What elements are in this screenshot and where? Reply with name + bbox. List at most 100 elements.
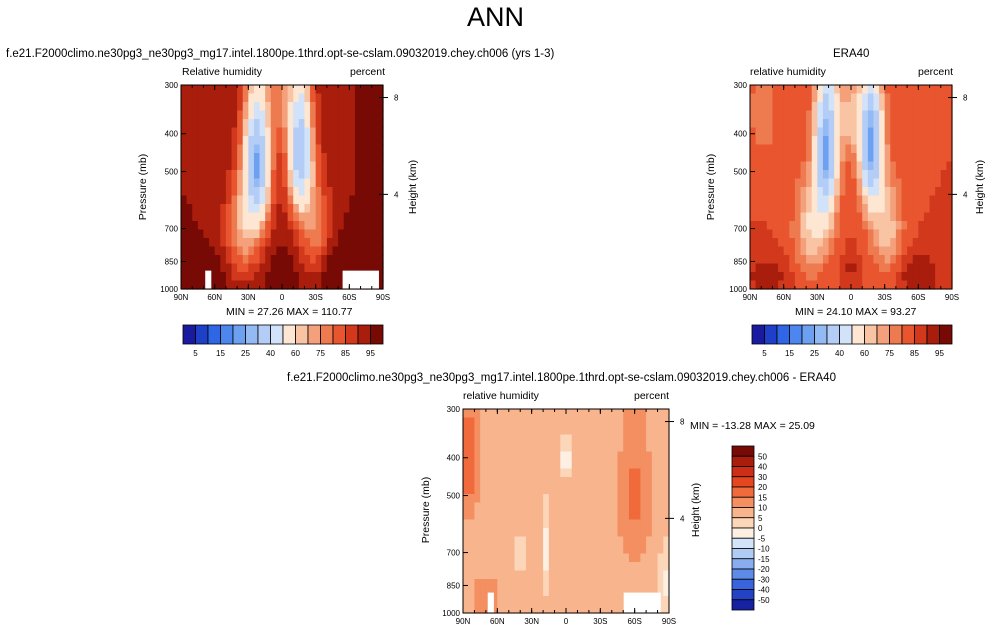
heatmap-cell xyxy=(834,229,841,239)
heatmap-cell xyxy=(839,238,846,248)
heatmap-cell xyxy=(514,409,521,419)
heatmap-cell xyxy=(485,579,493,589)
heatmap-cell xyxy=(508,604,516,614)
heatmap-cell xyxy=(772,280,779,290)
heatmap-cell xyxy=(912,136,919,146)
heatmap-cell xyxy=(766,161,774,171)
colorbar-swatch xyxy=(731,548,755,560)
heatmap-cell xyxy=(657,485,664,495)
heatmap-cell xyxy=(879,93,886,103)
heatmap-cell xyxy=(646,460,653,470)
colorbar-swatch xyxy=(295,324,309,345)
heatmap-cell xyxy=(783,195,790,205)
heatmap-cell xyxy=(946,144,953,154)
heatmap-cell xyxy=(583,570,590,580)
heatmap-cell xyxy=(895,238,903,248)
heatmap-cell xyxy=(778,187,785,197)
heatmap-cell xyxy=(525,579,533,589)
heatmap-cell xyxy=(304,161,311,171)
heatmap-cell xyxy=(514,468,521,478)
heatmap-cell xyxy=(315,153,322,163)
heatmap-cell xyxy=(468,494,476,504)
heatmap-cell xyxy=(503,511,510,521)
heatmap-cell xyxy=(811,102,818,112)
heatmap-cell xyxy=(503,562,510,572)
heatmap-cell xyxy=(491,536,498,546)
heatmap-cell xyxy=(377,212,384,222)
heatmap-cell xyxy=(617,587,624,597)
heatmap-cell xyxy=(623,519,630,529)
heatmap-cell xyxy=(304,229,311,239)
heatmap-cell xyxy=(282,238,289,248)
heatmap-cell xyxy=(537,494,544,504)
heatmap-cell xyxy=(326,187,334,197)
heatmap-cell xyxy=(508,553,516,563)
heatmap-cell xyxy=(879,119,886,129)
heatmap-cell xyxy=(326,229,334,239)
heatmap-cell xyxy=(778,212,785,222)
heatmap-cell xyxy=(468,409,476,419)
heatmap-cell xyxy=(912,153,919,163)
heatmap-cell xyxy=(811,85,818,95)
heatmap-cell xyxy=(463,536,470,546)
colorbar-swatch xyxy=(731,496,755,508)
heatmap-cell xyxy=(282,212,289,222)
x-tick-label: 90N xyxy=(743,293,758,302)
heatmap-cell xyxy=(918,263,925,273)
heatmap-cell xyxy=(806,212,813,222)
heatmap-cell xyxy=(884,195,891,205)
heatmap-cell xyxy=(214,170,221,180)
heatmap-cell xyxy=(463,443,470,453)
colorbar-swatch xyxy=(876,324,890,345)
heatmap-cell xyxy=(912,170,919,180)
heatmap-cell xyxy=(248,255,255,265)
heatmap-cell xyxy=(901,110,908,120)
heatmap-cell xyxy=(766,187,774,197)
missing-data-region xyxy=(342,270,379,289)
heatmap-cell xyxy=(554,460,561,470)
heatmap-cell xyxy=(822,280,830,290)
heatmap-cell xyxy=(577,485,584,495)
heatmap-cell xyxy=(651,409,659,419)
heatmap-cell xyxy=(242,93,249,103)
heatmap-cell xyxy=(480,494,487,504)
heatmap-cell xyxy=(663,477,670,487)
heatmap-cell xyxy=(514,587,521,597)
heatmap-cell xyxy=(203,93,210,103)
heatmap-cell xyxy=(594,519,601,529)
heatmap-cell xyxy=(497,477,504,487)
heatmap-cell xyxy=(253,255,261,265)
heatmap-cell xyxy=(315,85,322,95)
heatmap-cell xyxy=(571,451,579,461)
heatmap-cell xyxy=(895,229,903,239)
heatmap-cell xyxy=(192,119,199,129)
heatmap-cell xyxy=(343,153,350,163)
heatmap-cell xyxy=(822,127,830,137)
heatmap-cell xyxy=(270,212,277,222)
heatmap-cell xyxy=(548,426,556,436)
heatmap-cell xyxy=(242,161,249,171)
heatmap-cell xyxy=(834,178,841,188)
heatmap-cell xyxy=(332,238,339,248)
heatmap-cell xyxy=(657,545,664,555)
heatmap-cell xyxy=(761,93,768,103)
heatmap-cell xyxy=(571,545,579,555)
heatmap-cell xyxy=(259,246,266,256)
heatmap-cell xyxy=(873,280,880,290)
heatmap-cell xyxy=(186,170,193,180)
heatmap-cell xyxy=(890,144,897,154)
heatmap-cell xyxy=(577,536,584,546)
heatmap-cell xyxy=(845,212,852,222)
heatmap-cell xyxy=(463,511,470,521)
heatmap-cell xyxy=(862,246,869,256)
heatmap-cell xyxy=(225,229,233,239)
heatmap-cell xyxy=(588,553,596,563)
heatmap-cell xyxy=(800,178,807,188)
heatmap-cell xyxy=(485,511,493,521)
heatmap-cell xyxy=(663,434,670,444)
heatmap-cell xyxy=(634,570,641,580)
heatmap-cell xyxy=(321,144,328,154)
heatmap-cell xyxy=(225,187,233,197)
heatmap-cell xyxy=(890,178,897,188)
